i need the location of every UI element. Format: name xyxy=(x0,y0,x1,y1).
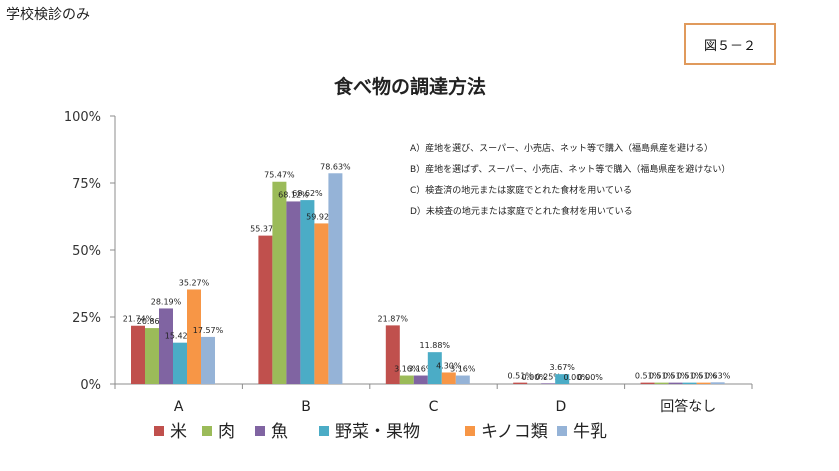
legend-label: 魚 xyxy=(271,422,288,442)
bar-4-D xyxy=(555,374,570,384)
bar-3-C xyxy=(413,375,428,384)
data-label: 3.16% xyxy=(450,365,476,374)
data-label: 68.62% xyxy=(292,189,323,198)
bar-1-C xyxy=(385,325,400,384)
data-label: 0.51% xyxy=(691,372,717,381)
y-tick-label: 25% xyxy=(72,311,101,326)
bar-6-C xyxy=(455,375,470,384)
bar-3-D xyxy=(541,383,556,384)
bar-3-B xyxy=(286,201,301,384)
data-label: 55.37% xyxy=(250,225,281,234)
x-category-label: B xyxy=(301,399,311,415)
bar-5-B xyxy=(314,223,329,384)
data-label: 0.51% xyxy=(649,372,675,381)
bar-6-回答なし xyxy=(710,382,725,384)
bar-6-A xyxy=(201,336,215,384)
bar-4-C xyxy=(427,352,442,384)
bar-2-A xyxy=(145,328,159,384)
data-label: 3.16% xyxy=(408,365,434,374)
y-tick-label: 50% xyxy=(72,244,101,259)
bar-1-B xyxy=(258,235,273,384)
bar-4-B xyxy=(300,200,315,384)
data-label: 0.25% xyxy=(535,372,561,381)
data-label: 0.00% xyxy=(563,373,589,382)
legend-label: キノコ類 xyxy=(481,422,548,442)
data-label: 0.63% xyxy=(705,371,731,380)
data-label: 21.74% xyxy=(123,315,154,324)
legend-label: 野菜・果物 xyxy=(335,422,420,442)
legend-label: 肉 xyxy=(218,422,235,442)
bar-3-回答なし xyxy=(668,382,683,384)
legend-label: 米 xyxy=(170,422,187,442)
x-category-label: 回答なし xyxy=(660,398,716,415)
data-label: 20.86% xyxy=(137,317,168,326)
data-label: 35.27% xyxy=(179,278,210,287)
plot-area: 0% 25% 50% 75% 100% A B C D 回答なし 21.74% 55.37% 21.87… xyxy=(64,110,753,442)
category-description: B）産地を選ばず、スーパー、小売店、ネット等で購入（福島県産を避けない） xyxy=(410,163,730,175)
figure-number-box: 図５－２ xyxy=(684,23,776,65)
bar-1-A xyxy=(131,325,145,384)
legend-swatch xyxy=(202,426,212,436)
bar-1-回答なし xyxy=(640,382,655,384)
bar-2-回答なし xyxy=(654,382,669,384)
legend-swatch xyxy=(154,426,164,436)
bar-5-回答なし xyxy=(696,382,711,384)
x-category-label: D xyxy=(556,399,567,415)
bar-5-C xyxy=(441,372,456,384)
data-label: 0.51% xyxy=(635,372,661,381)
y-tick-label: 100% xyxy=(64,110,101,125)
legend-label: 牛乳 xyxy=(573,422,607,442)
figure-number: 図５－２ xyxy=(703,38,756,54)
bar-4-A xyxy=(173,342,187,384)
y-tick-label: 0% xyxy=(80,378,101,393)
y-tick-label: 75% xyxy=(72,177,101,192)
data-label: 11.88% xyxy=(420,341,451,350)
category-description: A）産地を選び、スーパー、小売店、ネット等で購入（福島県産を避ける） xyxy=(410,142,713,154)
data-label: 28.19% xyxy=(151,297,182,306)
data-label: 3.67% xyxy=(549,363,575,372)
category-description: C）検査済の地元または家庭でとれた食材を用いている xyxy=(410,184,632,196)
data-label: 3.16% xyxy=(394,365,420,374)
legend-swatch xyxy=(557,426,567,436)
bar-2-B xyxy=(272,181,287,384)
chart-title: 食べ物の調達方法 xyxy=(334,75,486,98)
data-label: 75.47% xyxy=(264,171,295,180)
data-label: 0.00% xyxy=(577,373,603,382)
x-category-label: A xyxy=(174,399,184,415)
bar-4-回答なし xyxy=(682,382,697,384)
data-label: 68.12% xyxy=(278,190,309,199)
legend-swatch xyxy=(319,426,329,436)
data-label: 17.57% xyxy=(193,326,224,335)
bar-3-A xyxy=(159,308,173,384)
legend-swatch xyxy=(255,426,265,436)
data-label: 0.51% xyxy=(677,372,703,381)
bar-1-D xyxy=(513,382,528,384)
data-label: 21.87% xyxy=(378,314,409,323)
data-label: 4.30% xyxy=(436,361,462,370)
data-label: 0.00% xyxy=(521,373,547,382)
corner-note: 学校検診のみ xyxy=(6,7,90,23)
data-label: 15.42% xyxy=(165,332,196,341)
data-label: 0.51% xyxy=(663,372,689,381)
bar-5-A xyxy=(187,289,201,384)
legend-swatch xyxy=(465,426,475,436)
bar-2-C xyxy=(399,375,414,384)
bar-6-B xyxy=(328,173,343,384)
data-label: 0.51% xyxy=(507,372,533,381)
category-description: D）未検査の地元または家庭でとれた食材を用いている xyxy=(410,205,633,217)
data-label: 59.92% xyxy=(306,212,337,221)
x-category-label: C xyxy=(429,399,439,415)
data-label: 78.63% xyxy=(320,162,351,171)
